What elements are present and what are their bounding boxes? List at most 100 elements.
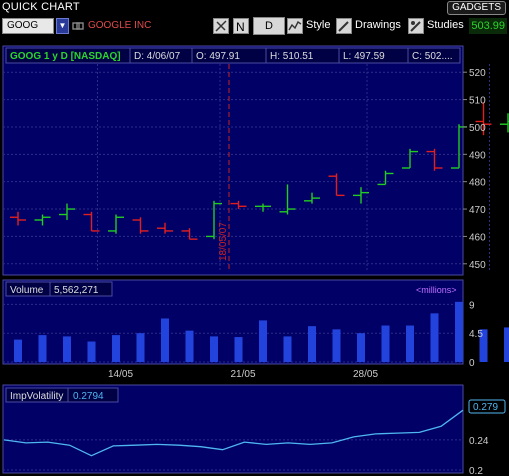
volume-bar [381,325,390,362]
gadgets-button[interactable]: GADGETS [447,1,506,15]
toolbar: GOOG ▼ GOOGLE INC N D Style Drawings Stu… [0,16,509,36]
price-header-date: D: 4/06/07 [134,51,181,62]
company-name: GOOGLE INC [88,20,152,31]
volume-units: <millions> [416,285,457,295]
ohlc-bar [353,187,369,204]
price-tick-label: 510 [469,96,486,107]
style-button[interactable]: Style [306,19,331,31]
volume-bar [455,301,463,362]
volatility-tick-label: 0.2 [469,466,483,476]
price-tick-label: 470 [469,205,486,216]
price-tick-label: 490 [469,150,486,161]
volume-bar [63,336,71,362]
volume-bar [136,333,145,362]
volume-bar [406,325,414,362]
volume-bar [259,320,267,362]
price-tick-label: 500 [469,123,486,134]
svg-text:N: N [236,20,245,33]
price-header-fields: GOOG 1 y D [NASDAQ] D: 4/06/07 O: 497.91… [10,48,453,63]
ohlc-bar [377,170,394,186]
ohlc-bar [255,203,271,212]
volume-tick-label: 9 [469,300,475,311]
app-title: QUICK CHART [2,1,80,13]
chart-area[interactable]: GOOG 1 y D [NASDAQ] D: 4/06/07 O: 497.91… [0,36,509,476]
ohlc-bar [132,217,149,234]
volume-bar [185,330,194,362]
price-grid [3,64,490,272]
symbol-dropdown-icon[interactable]: ▼ [56,18,69,34]
price-header-open: O: 497.91 [196,51,240,62]
price-header-low: L: 497.59 [343,51,385,62]
volatility-y-axis: 0.24 0.2 [469,436,489,476]
ohlc-bar [157,222,173,234]
volume-bar [112,335,120,362]
x-tick-label: 21/05 [231,369,256,380]
price-y-axis: 520 510 500 490 480 470 460 450 [463,68,486,271]
ohlc-bar [181,228,198,240]
volatility-label: ImpVolatility [10,391,63,402]
volume-bar [308,326,316,362]
link-icon[interactable] [72,20,84,32]
volatility-grid [3,439,463,471]
ohlc-bar [230,200,247,210]
volume-bar [161,318,169,362]
volatility-line [3,409,464,457]
price-tick-label: 480 [469,178,486,189]
volume-bars [14,301,509,362]
ohlc-bar [206,200,222,240]
last-price: 503.99 [469,18,507,34]
ohlc-bar [426,148,443,171]
price-header [5,47,461,64]
ohlc-bar [83,211,100,232]
volume-bar [283,336,292,362]
volume-bar [357,333,365,362]
ohlc-bar [500,113,509,133]
aggregation-button[interactable]: D [253,17,285,35]
drawings-button[interactable]: Drawings [355,19,401,31]
price-tick-label: 460 [469,232,486,243]
volatility-last-tag: 0.279 [473,402,498,413]
price-tick-label: 450 [469,260,486,271]
price-header-high: H: 510.51 [270,51,314,62]
studies-icon[interactable] [408,18,424,34]
ohlc-bar [475,102,492,136]
volume-bar [504,327,509,362]
cursor-date-label: 18/05/07 [218,222,229,261]
symbol-input[interactable]: GOOG [2,18,54,34]
ohlc-bar [402,148,418,169]
volume-tick-label: 0 [469,358,475,369]
ohlc-bar [328,173,345,197]
compare-icon[interactable]: N [233,18,249,34]
ohlc-bar [279,184,296,215]
candles [10,102,509,240]
volume-bar [234,337,243,362]
chart-canvas[interactable]: GOOG 1 y D [NASDAQ] D: 4/06/07 O: 497.91… [0,36,509,476]
volatility-tick-label: 0.24 [469,436,489,447]
volume-bar [14,339,22,362]
price-header-close: C: 502.... [412,51,453,62]
ohlc-bar [34,214,51,226]
crosshair-icon[interactable] [213,18,229,34]
volume-value: 5,562,271 [54,285,99,296]
price-tick-label: 520 [469,68,486,79]
volume-bar [87,341,96,362]
price-panel-bg [2,45,464,276]
x-tick-label: 14/05 [108,369,133,380]
ohlc-bar [304,192,320,204]
volume-label: Volume [10,285,44,296]
volatility-header [5,387,119,403]
title-bar: QUICK CHART GADGETS [0,0,509,16]
volume-bar [430,313,439,362]
volume-tick-label: 4.5 [469,329,483,340]
volume-bar [332,329,341,362]
ohlc-bar [10,211,26,226]
style-chart-icon[interactable] [287,18,303,34]
volume-grid [3,303,463,363]
price-header-title: GOOG 1 y D [NASDAQ] [10,51,121,62]
volume-bar [38,335,47,362]
volume-header [5,281,113,297]
x-axis: 14/05 21/05 28/05 [108,369,378,380]
drawings-pencil-icon[interactable] [336,18,352,34]
studies-button[interactable]: Studies [427,19,464,31]
volume-bar [210,336,218,362]
